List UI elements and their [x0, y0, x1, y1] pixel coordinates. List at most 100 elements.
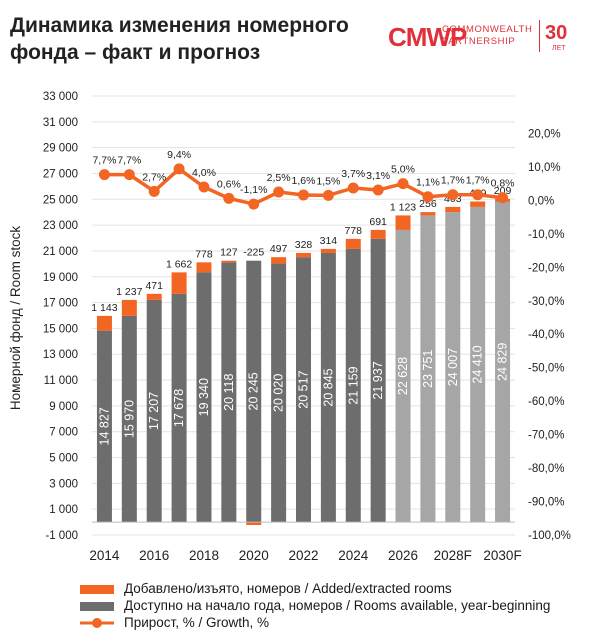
bar-added-label: 256 [419, 198, 437, 210]
y-tick-label: 1 000 [49, 504, 78, 516]
bar-added-label: 1 237 [116, 286, 142, 298]
y-tick-label: 3 000 [49, 478, 78, 490]
growth-label: 4,0% [192, 167, 216, 179]
growth-point [198, 181, 210, 193]
bar-added-label: 1 123 [390, 201, 416, 213]
y2-tick-label: -100,0% [528, 530, 571, 542]
bar-available [271, 263, 287, 523]
bar-available-label: 19 340 [197, 378, 211, 416]
y-tick-label: 23 000 [43, 220, 78, 232]
cmwp-logo: CMWP COMMONWEALTH PARTNERSHIP 30 ЛЕТ [388, 18, 588, 58]
y-tick-label: 33 000 [43, 91, 78, 103]
bar-available [221, 262, 237, 523]
bar-added [171, 272, 187, 294]
growth-label: 9,4% [167, 149, 191, 161]
y-tick-label: 27 000 [43, 168, 78, 180]
legend-swatch-added [80, 585, 114, 594]
y-tick-label: 15 000 [43, 323, 78, 335]
growth-point [422, 191, 434, 203]
bar-available-label: 15 970 [122, 400, 136, 438]
bar-available [395, 229, 411, 523]
x-tick-label: 2018 [189, 548, 219, 563]
bar-added-label: 691 [369, 216, 387, 228]
logo-years: 30 [545, 22, 568, 44]
x-tick-label: 2026 [388, 548, 418, 563]
growth-label: 5,0% [391, 164, 415, 176]
growth-label: 3,1% [366, 170, 390, 182]
x-tick-label: 2028F [434, 548, 472, 563]
bar-available [345, 248, 361, 523]
y2-tick-label: 20,0% [528, 128, 561, 140]
y-tick-label: 13 000 [43, 349, 78, 361]
bar-available-label: 24 007 [446, 348, 460, 386]
bar-added [420, 212, 436, 216]
bar-available [196, 272, 212, 523]
bar-added-label: 127 [220, 247, 238, 259]
bar-added [221, 260, 237, 263]
bar-available-label: 14 827 [97, 407, 111, 445]
bar-available [171, 293, 187, 523]
bar-available-label: 21 159 [346, 366, 360, 404]
growth-point [372, 184, 384, 196]
bar-available-label: 24 410 [471, 345, 485, 383]
y2-tick-label: 0,0% [528, 195, 554, 207]
x-tick-label: 2030F [483, 548, 521, 563]
bar-added-label: 1 662 [166, 258, 192, 270]
bar-available-label: 20 020 [272, 374, 286, 412]
logo-line-1: COMMONWEALTH [442, 24, 533, 35]
y2-tick-label: -10,0% [528, 229, 564, 241]
y-axis-title: Номерной фонд / Room stock [8, 226, 23, 411]
growth-point [248, 198, 260, 210]
growth-point [273, 186, 285, 198]
bar-added [296, 252, 311, 258]
y-tick-label: 17 000 [43, 298, 78, 310]
bar-added [345, 238, 361, 249]
bar-available [121, 315, 137, 523]
bar-available [146, 299, 162, 523]
growth-point [98, 169, 110, 181]
bar-added-label: 471 [145, 280, 163, 292]
bar-available-label: 22 628 [396, 357, 410, 395]
legend-label-available: Доступно на начало года, номеров / Rooms… [124, 598, 551, 613]
bar-added-label: -225 [243, 247, 264, 259]
y2-tick-label: -20,0% [528, 262, 564, 274]
growth-point [223, 192, 235, 204]
y2-tick-label: 10,0% [528, 162, 561, 174]
bar-added-label: 314 [320, 235, 338, 247]
bar-added [470, 201, 486, 207]
y2-tick-label: -40,0% [528, 329, 564, 341]
bar-available-label: 21 937 [371, 361, 385, 399]
growth-point [322, 189, 334, 201]
y2-tick-label: -70,0% [528, 430, 564, 442]
bar-available [370, 238, 386, 523]
bar-available-label: 20 517 [297, 370, 311, 408]
y2-tick-label: -30,0% [528, 296, 564, 308]
bar-added-label: 1 143 [91, 302, 117, 314]
growth-label: 7,7% [92, 155, 116, 167]
x-tick-label: 2014 [89, 548, 120, 563]
y-tick-label: 9 000 [49, 401, 78, 413]
bar-available-label: 20 845 [321, 368, 335, 406]
y-tick-label: 5 000 [49, 453, 78, 465]
growth-label: 0,8% [491, 178, 515, 190]
legend-swatch-available [80, 602, 114, 611]
growth-point [173, 163, 185, 175]
bar-added [96, 315, 112, 331]
y2-tick-label: -50,0% [528, 363, 564, 375]
bar-added [246, 522, 262, 525]
bar-available [96, 330, 112, 523]
growth-label: 2,7% [142, 171, 166, 183]
bar-available [420, 215, 436, 523]
bar-added [320, 248, 336, 253]
bar-added-label: 778 [344, 225, 362, 237]
y-tick-label: -1 000 [45, 530, 78, 542]
legend-swatch-growth [80, 618, 114, 628]
y2-tick-label: -90,0% [528, 497, 564, 509]
x-tick-label: 2022 [288, 548, 318, 563]
chart-title: Динамика изменения номерного фонда – фак… [10, 14, 349, 64]
bar-added [146, 293, 162, 300]
bar-added-label: 328 [295, 239, 313, 251]
bar-added [271, 257, 287, 264]
y2-tick-label: -60,0% [528, 396, 564, 408]
y-tick-label: 21 000 [43, 246, 78, 258]
